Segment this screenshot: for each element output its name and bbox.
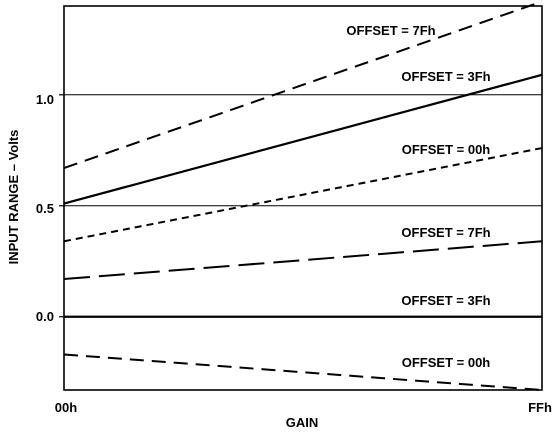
series-label-6: OFFSET = 00h [402,355,491,370]
series-line-2 [63,73,543,205]
series-label-1: OFFSET = 7Fh [346,23,435,38]
series-line-1 [63,0,543,169]
y-tick-label-0: 0.0 [36,309,54,324]
y-axis-title: INPUT RANGE – Volts [6,130,21,265]
x-tick-label-max: FFh [528,400,552,415]
series-label-3: OFFSET = 00h [402,142,491,157]
x-axis-title: GAIN [286,415,319,430]
series-line-4 [63,240,543,281]
series-label-4: OFFSET = 7Fh [401,225,490,240]
series-label-5: OFFSET = 3Fh [401,293,490,308]
grid-layer [59,94,542,318]
label-layer: OFFSET = 7Fh OFFSET = 3Fh OFFSET = 00h OFFS… [346,23,490,370]
y-tick-label-2: 1.0 [36,92,54,107]
series-line-6 [63,353,543,391]
series-label-2: OFFSET = 3Fh [401,69,490,84]
series-line-3 [63,147,543,243]
y-tick-label-1: 0.5 [36,201,54,216]
series-layer [63,0,543,391]
plot-frame [63,5,543,391]
x-tick-label-min: 00h [55,400,77,415]
